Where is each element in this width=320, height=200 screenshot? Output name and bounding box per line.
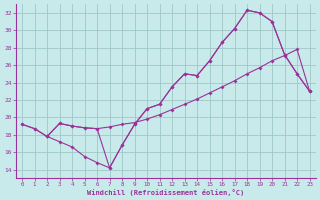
X-axis label: Windchill (Refroidissement éolien,°C): Windchill (Refroidissement éolien,°C) <box>87 189 244 196</box>
